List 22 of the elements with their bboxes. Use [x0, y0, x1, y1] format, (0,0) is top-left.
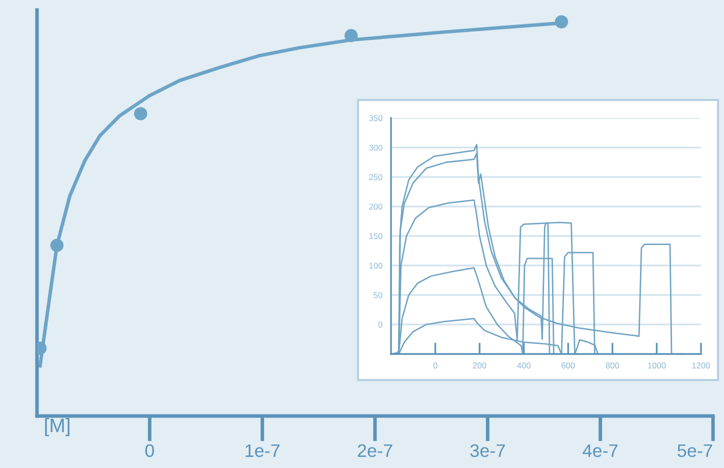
y-tick-label: 100: [369, 262, 382, 269]
x-tick-label: 200: [473, 362, 486, 368]
x-tick-label: 5e-7: [678, 444, 712, 458]
x-tick-label: 1000: [648, 362, 666, 368]
x-tick-label: 600: [562, 362, 575, 368]
x-axis-title: [M]: [45, 418, 70, 436]
x-tick-label: 1200: [692, 362, 710, 368]
x-tick-label: 2e-7: [358, 444, 392, 458]
y-tick-label: 50: [374, 292, 382, 298]
y-tick-label: 350: [369, 115, 382, 122]
x-tick-label: 3e-7: [470, 444, 505, 458]
y-tick-label: 150: [369, 233, 382, 240]
x-tick-label: 0: [433, 362, 438, 368]
x-tick-label: 400: [517, 362, 530, 368]
x-tick-label: 4e-7: [582, 444, 618, 458]
x-tick-label: 0: [145, 444, 154, 458]
y-tick-label: 300: [369, 144, 382, 151]
y-tick-label: 0: [378, 322, 382, 328]
x-tick-label: 1e-7: [246, 444, 280, 458]
x-tick-label: 800: [606, 362, 620, 368]
y-tick-label: 250: [369, 174, 382, 180]
y-tick-label: 200: [369, 204, 382, 210]
